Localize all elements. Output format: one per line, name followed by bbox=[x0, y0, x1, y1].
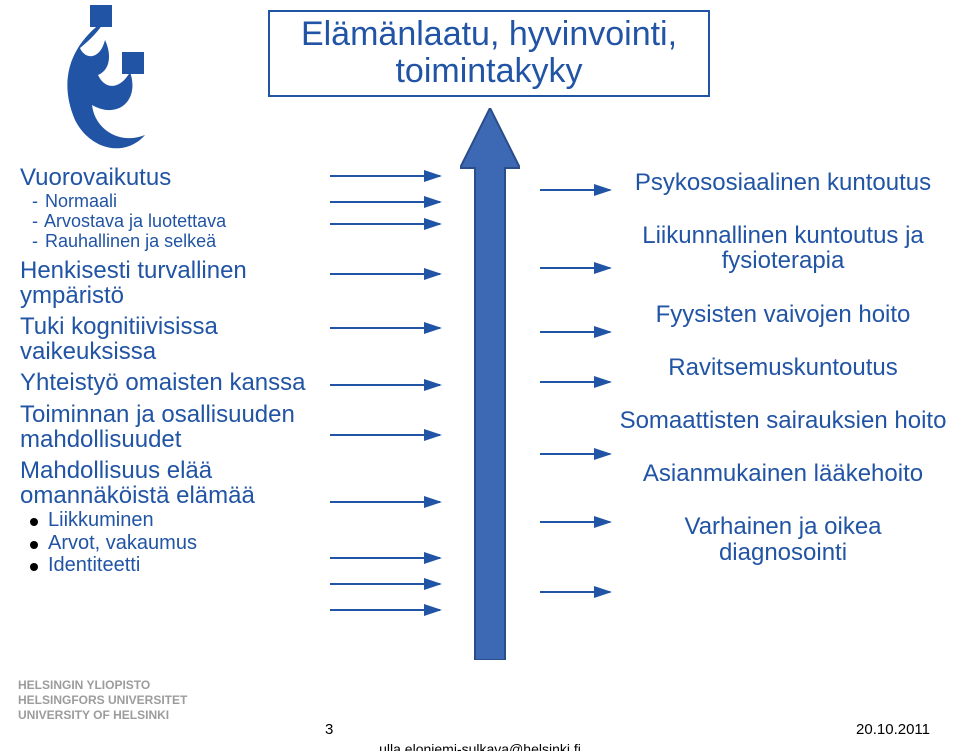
university-logo-text: HELSINGIN YLIOPISTO HELSINGFORS UNIVERSI… bbox=[18, 678, 187, 723]
page-number: 3 bbox=[325, 721, 333, 738]
footer-email: ulla.eloniemi-sulkava@helsinki.fi bbox=[0, 741, 960, 751]
footer-date: 20.10.2011 bbox=[856, 721, 930, 738]
uni-line: HELSINGFORS UNIVERSITET bbox=[18, 693, 187, 708]
slide: Elämänlaatu, hyvinvointi, toimintakyky V… bbox=[0, 0, 960, 751]
uni-line: HELSINGIN YLIOPISTO bbox=[18, 678, 187, 693]
arrows-layer bbox=[0, 0, 960, 751]
uni-line: UNIVERSITY OF HELSINKI bbox=[18, 708, 187, 723]
